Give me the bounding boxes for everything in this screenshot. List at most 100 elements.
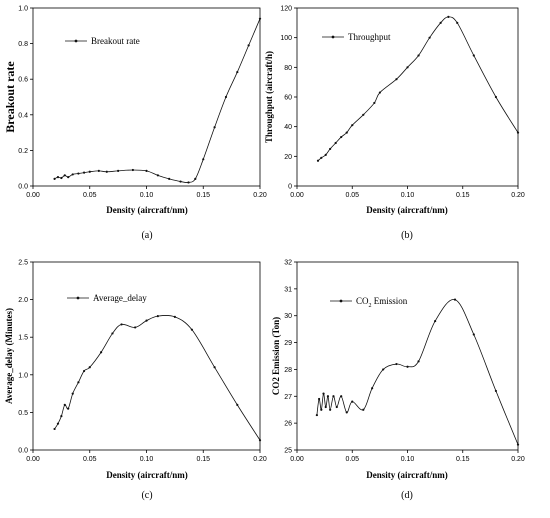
y-tick-label: 2.5 <box>18 260 28 267</box>
data-point <box>351 124 354 127</box>
panel-label: (d) <box>401 490 413 501</box>
chart-panel-2: 0.00 0.05 0.10 0.15 0.20 0 20 40 60 80 100 120 Densi… <box>264 6 525 242</box>
plot-frame <box>32 261 261 451</box>
data-point <box>88 170 91 173</box>
y-tick-label: 0.4 <box>18 112 28 119</box>
x-tick-label: 0.05 <box>345 456 359 463</box>
y-tick-label: 25 <box>284 448 292 455</box>
data-point <box>362 408 365 411</box>
x-tick-label: 0.00 <box>290 192 304 199</box>
x-tick-label: 0.10 <box>140 456 154 463</box>
y-axis-label: Average_delay (Minutes) <box>4 308 14 404</box>
x-axis-label: Density (aircraft/nm) <box>366 470 448 480</box>
data-point <box>111 332 114 335</box>
legend-label: Average_delay <box>93 293 147 303</box>
data-point <box>320 408 323 411</box>
x-tick-label: 0.10 <box>401 456 415 463</box>
data-point <box>53 427 56 431</box>
legend-marker <box>331 35 335 39</box>
panel-label: (a) <box>141 230 152 241</box>
data-point <box>395 78 398 81</box>
chart-panel-3: 0.00 0.05 0.10 0.15 0.20 0.0 0.5 1.0 1.5 2.0 2.5 De… <box>4 260 267 502</box>
y-tick-label: 0 <box>288 184 292 191</box>
data-point <box>345 411 348 414</box>
y-tick-label: 20 <box>284 154 292 161</box>
data-point <box>326 395 330 398</box>
x-tick-label: 0.00 <box>290 456 304 463</box>
data-point <box>362 113 365 116</box>
data-point <box>334 141 337 145</box>
y-tick-label: 28 <box>284 367 292 374</box>
x-tick-label: 0.20 <box>253 456 267 463</box>
y-tick-label: 0.5 <box>18 410 28 417</box>
data-point <box>100 351 103 354</box>
plot-frame <box>296 261 519 451</box>
data-point <box>77 172 80 175</box>
data-point <box>258 17 262 20</box>
y-tick-label: 60 <box>284 95 292 102</box>
data-point <box>322 392 325 395</box>
y-tick-label: 29 <box>284 340 292 347</box>
plot-frame <box>296 7 519 187</box>
data-point <box>82 171 86 174</box>
data-point <box>472 54 475 57</box>
data-point <box>447 15 450 18</box>
y-tick-label: 0.8 <box>18 41 28 48</box>
y-tick-label: 1.0 <box>18 372 28 379</box>
data-point <box>417 54 420 57</box>
data-point <box>88 366 91 369</box>
data-point <box>439 21 442 24</box>
legend-label: CO2 Emission <box>356 296 408 309</box>
x-tick-label: 0.20 <box>253 192 267 199</box>
x-tick-label: 0.15 <box>456 456 470 463</box>
y-tick-label: 80 <box>284 65 292 72</box>
y-axis-label: CO2 Emission (Ton) <box>271 317 281 395</box>
data-point <box>82 369 86 373</box>
data-point <box>428 36 431 39</box>
data-point <box>494 95 497 99</box>
data-point <box>316 159 320 162</box>
data-point <box>340 395 343 398</box>
data-point <box>329 147 332 151</box>
data-point <box>179 180 182 183</box>
x-axis-label: Density (aircraft/nm) <box>106 470 188 480</box>
x-tick-label: 0.15 <box>456 192 470 199</box>
x-tick-label: 0.10 <box>140 192 154 199</box>
x-tick-label: 0.05 <box>83 192 97 199</box>
data-point <box>345 131 348 134</box>
series-line <box>316 299 519 445</box>
data-point <box>472 333 475 336</box>
data-point <box>324 153 327 156</box>
data-point <box>67 407 70 410</box>
y-tick-label: 31 <box>284 286 292 293</box>
data-point <box>97 169 100 172</box>
data-point <box>187 181 190 184</box>
data-point <box>456 21 459 24</box>
x-tick-label: 0.00 <box>26 456 40 463</box>
x-axis-label: Density (aircraft/nm) <box>366 205 448 215</box>
data-point <box>324 405 327 409</box>
data-point <box>67 176 70 179</box>
data-point <box>516 443 520 446</box>
y-tick-label: 2.0 <box>18 297 28 304</box>
x-tick-label: 0.20 <box>511 456 525 463</box>
data-point <box>434 319 437 323</box>
data-point <box>382 368 385 371</box>
data-point <box>258 439 262 442</box>
y-tick-label: 27 <box>284 394 292 401</box>
data-point <box>156 174 159 177</box>
data-point <box>213 366 216 369</box>
data-point <box>202 158 205 161</box>
data-point <box>406 365 409 368</box>
y-tick-label: 0.2 <box>18 148 28 155</box>
data-point <box>63 174 66 177</box>
y-tick-label: 100 <box>280 35 292 42</box>
data-point <box>194 177 197 180</box>
data-point <box>378 91 381 94</box>
data-point <box>56 176 60 179</box>
data-point <box>335 405 338 409</box>
data-point <box>494 389 497 393</box>
data-point <box>320 156 323 159</box>
data-point <box>247 44 250 47</box>
